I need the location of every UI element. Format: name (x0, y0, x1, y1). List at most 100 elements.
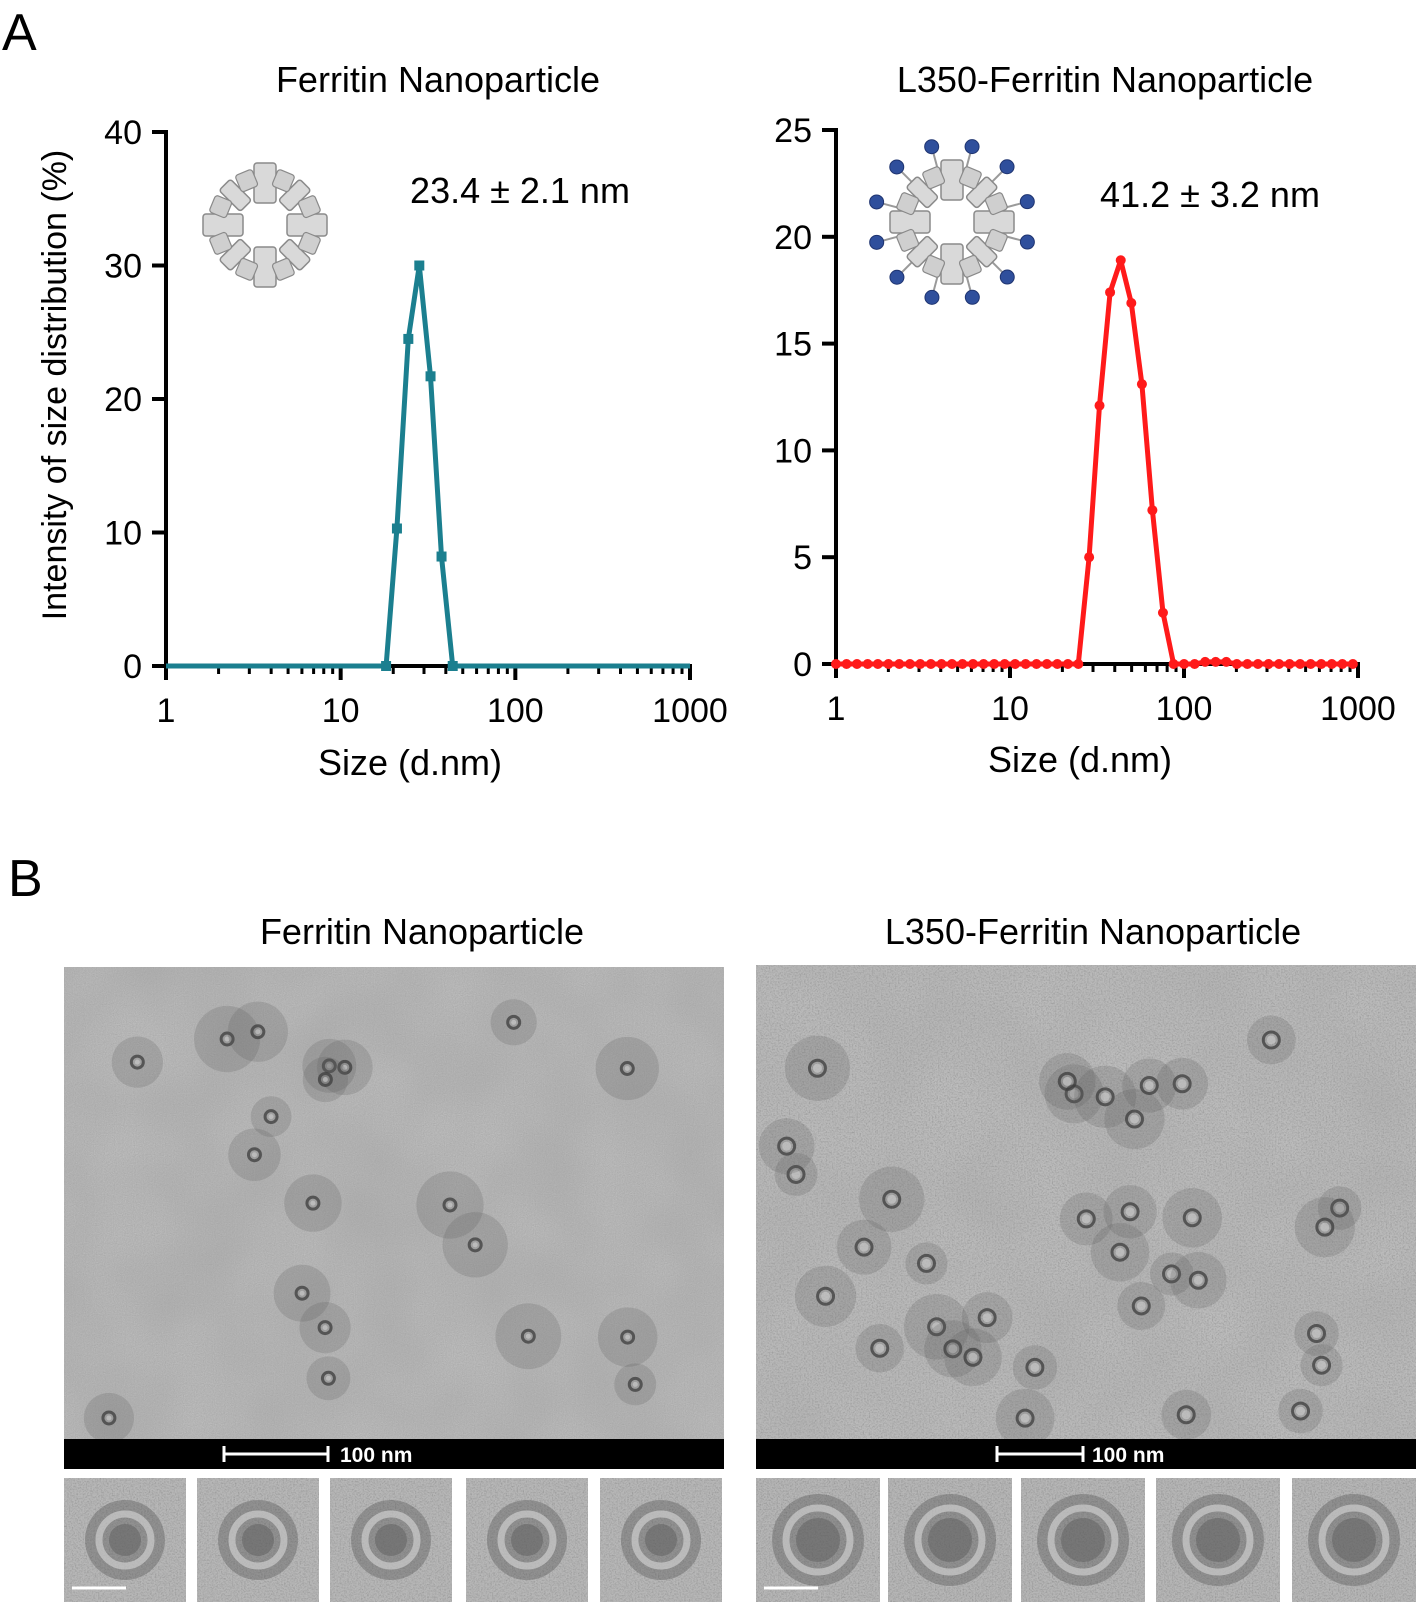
series-line (836, 257, 1353, 667)
ferritin-cage-icon (202, 162, 328, 288)
data-point (414, 260, 425, 271)
tem-inset (64, 1478, 186, 1602)
data-point (968, 659, 979, 669)
size-annotation: 23.4 ± 2.1 nm (410, 170, 630, 211)
y-tick-label: 30 (104, 248, 142, 286)
scale-bar: 100 nm (222, 1444, 412, 1467)
panel-letter-b: B (8, 850, 43, 908)
data-point (1073, 659, 1084, 669)
tem-inset (1156, 1478, 1280, 1602)
scale-bar-strip (756, 1439, 1416, 1469)
scale-bar-label: 100 nm (340, 1444, 412, 1467)
data-point (1062, 659, 1073, 669)
data-point (1316, 659, 1327, 669)
data-point (831, 659, 841, 669)
x-tick-label: 1 (827, 690, 846, 728)
scale-bar: 100 nm (995, 1444, 1164, 1467)
data-point (872, 659, 883, 669)
data-point (1305, 659, 1316, 669)
x-tick-label: 1 (157, 692, 176, 730)
data-point (851, 659, 862, 669)
data-point (1179, 659, 1190, 669)
data-point (1136, 379, 1147, 390)
data-point (989, 659, 1000, 669)
data-point (1147, 505, 1158, 516)
panel-letter-a: A (2, 4, 37, 62)
y-tick-label: 0 (123, 648, 142, 686)
ferritin-cage-with-antigens-icon (869, 139, 1035, 305)
y-tick-label: 5 (793, 539, 812, 577)
data-point (904, 659, 915, 669)
data-point (1231, 659, 1242, 669)
tem-inset (1021, 1478, 1145, 1602)
chart-title: Ferritin Nanoparticle (276, 59, 600, 100)
x-tick-label: 100 (487, 692, 544, 730)
data-point (925, 659, 936, 669)
data-point (1020, 659, 1031, 669)
data-point (1115, 255, 1126, 266)
plot-area: 0 10 20 30 40 1 10 100 1000 (104, 114, 728, 730)
data-point (1263, 659, 1274, 669)
data-point (436, 551, 447, 562)
x-axis-label: Size (d.nm) (988, 739, 1172, 780)
y-tick-label: 10 (774, 432, 812, 470)
data-point (391, 523, 402, 534)
ferritin-dls-chart: Ferritin Nanoparticle Intensity of size … (36, 59, 728, 783)
tem-panel: Ferritin Nanoparticle L350-Ferritin Nano… (64, 911, 1416, 1602)
l350-ferritin-dls-chart: L350-Ferritin Nanoparticle Size (d.nm) 4… (774, 59, 1396, 780)
y-tick-label: 25 (774, 112, 812, 150)
data-point (957, 659, 968, 669)
data-point (1041, 659, 1052, 669)
data-point (403, 333, 414, 344)
data-point (1284, 659, 1295, 669)
size-annotation: 41.2 ± 3.2 nm (1100, 174, 1320, 215)
data-point (447, 661, 458, 671)
data-point (862, 659, 873, 669)
x-tick-label: 1000 (652, 692, 728, 730)
data-point (946, 659, 957, 669)
y-tick-label: 20 (774, 219, 812, 257)
tem-inset (600, 1478, 722, 1602)
scale-bar-strip (64, 1439, 724, 1469)
x-tick-label: 1000 (1320, 690, 1396, 728)
data-point (1168, 659, 1179, 669)
data-point (1337, 659, 1348, 669)
tem-inset (197, 1478, 319, 1602)
data-point (999, 659, 1010, 669)
data-point (1105, 287, 1116, 298)
data-point (1094, 400, 1105, 411)
tem-inset (330, 1478, 452, 1602)
tem-inset (466, 1478, 588, 1602)
y-tick-label: 0 (793, 646, 812, 684)
tem-inset (888, 1478, 1012, 1602)
data-point (1295, 659, 1306, 669)
series-line (166, 263, 690, 669)
data-point (978, 659, 989, 669)
data-point (841, 659, 852, 669)
tem-inset (1292, 1478, 1416, 1602)
tem-inset (756, 1478, 880, 1602)
data-point (1052, 659, 1063, 669)
data-point (1010, 659, 1021, 669)
data-point (1200, 656, 1211, 667)
data-point (1126, 298, 1137, 309)
data-point (1252, 659, 1263, 669)
data-point (915, 659, 926, 669)
data-point (1221, 656, 1232, 667)
data-point (936, 659, 947, 669)
tem-left-micrograph: 100 nm (64, 967, 724, 1469)
data-point (381, 661, 392, 671)
y-tick-label: 20 (104, 381, 142, 419)
chart-title: L350-Ferritin Nanoparticle (897, 59, 1313, 100)
x-tick-label: 10 (322, 692, 360, 730)
scale-bar-label: 100 nm (1092, 1444, 1164, 1467)
data-point (1210, 656, 1221, 667)
y-axis-label: Intensity of size distribution (%) (36, 150, 74, 621)
y-tick-label: 40 (104, 114, 142, 152)
data-point (1157, 607, 1168, 618)
data-point (1326, 659, 1337, 669)
tem-left-title: Ferritin Nanoparticle (260, 911, 584, 952)
tem-right-micrograph: 100 nm (756, 965, 1416, 1469)
y-tick-label: 10 (104, 515, 142, 553)
